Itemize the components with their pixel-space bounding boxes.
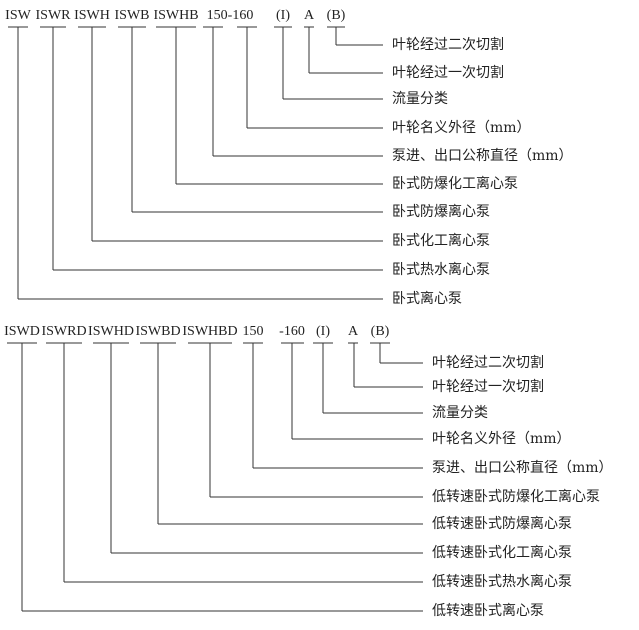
designation-label: 泵进、出口公称直径（mm） [432,460,613,476]
designation-label: 卧式离心泵 [392,291,462,307]
code-segment: ISWRD [41,324,87,339]
designation-label: 卧式热水离心泵 [392,262,490,278]
code-segment: ISWHBD [182,324,238,339]
code-segment: 150-160 [206,8,254,23]
code-segment: (I) [276,8,290,23]
code-segment: (B) [326,8,346,23]
code-segment: ISWD [4,324,40,339]
designation-label: 卧式化工离心泵 [392,233,490,249]
designation-label: 低转速卧式防爆离心泵 [432,516,572,532]
designation-label: 流量分类 [432,405,488,421]
designation-label: 低转速卧式离心泵 [432,603,544,619]
designation-label: 卧式防爆离心泵 [392,204,490,220]
code-segment: 150 [242,324,264,339]
code-segment: ISWR [35,8,71,23]
code-segment: ISWB [114,8,150,23]
designation-label: 卧式防爆化工离心泵 [392,176,518,192]
code-segment: -160 [279,324,305,339]
designation-label: 叶轮经过二次切割 [432,355,544,371]
designation-label: 低转速卧式热水离心泵 [432,574,572,590]
designation-label: 流量分类 [392,91,448,107]
code-segment: ISWHD [88,324,134,339]
designation-label: 叶轮经过二次切割 [392,37,504,53]
code-segment: (I) [316,324,330,339]
code-segment: ISW [5,8,31,23]
designation-label: 低转速卧式防爆化工离心泵 [432,489,600,505]
designation-label: 叶轮名义外径（mm） [432,431,571,447]
designation-label: 低转速卧式化工离心泵 [432,545,572,561]
code-segment: ISWHB [153,8,199,23]
code-segment: ISWBD [135,324,181,339]
designation-label: 叶轮经过一次切割 [432,379,544,395]
designation-label: 叶轮经过一次切割 [392,65,504,81]
designation-label: 泵进、出口公称直径（mm） [392,148,573,164]
code-segment: ISWH [74,8,110,23]
code-segment: A [303,8,315,23]
code-segment: A [347,324,359,339]
code-segment: (B) [370,324,390,339]
designation-label: 叶轮名义外径（mm） [392,120,531,136]
